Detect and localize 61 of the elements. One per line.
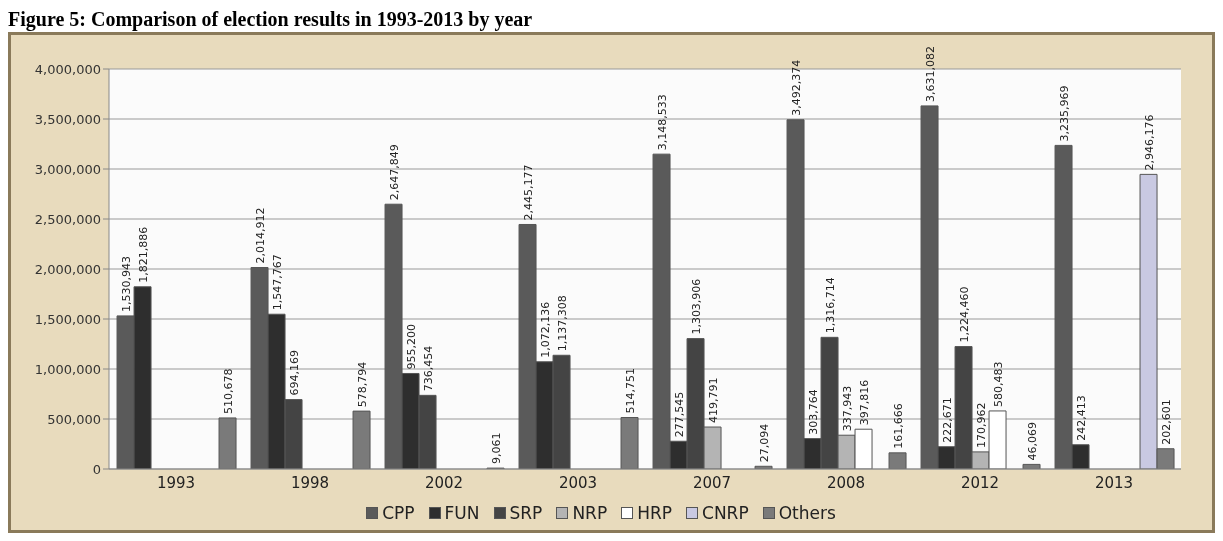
- x-tick-label: 2013: [1094, 473, 1134, 492]
- y-tick-label: 1,000,000: [34, 361, 101, 377]
- data-label: 580,483: [991, 361, 1005, 407]
- data-label: 397,816: [857, 379, 871, 426]
- data-label: 510,678: [221, 368, 235, 414]
- y-tick-label: 0: [92, 461, 101, 477]
- legend-label: CNRP: [702, 503, 749, 523]
- y-tick-label: 4,000,000: [34, 61, 101, 77]
- data-label: 1,072,136: [538, 301, 552, 358]
- x-tick-label: 2003: [558, 473, 598, 492]
- chart-title: Figure 5: Comparison of election results in 1993-2013 by year: [8, 8, 534, 32]
- data-label: 1,224,460: [957, 286, 971, 343]
- data-label: 202,601: [1159, 399, 1173, 445]
- data-label: 514,751: [623, 368, 637, 414]
- legend-label: Others: [778, 503, 836, 523]
- data-label: 161,666: [891, 403, 905, 449]
- y-tick-label: 1,500,000: [34, 311, 101, 327]
- data-label: 1,547,767: [270, 254, 284, 311]
- legend-label: FUN: [444, 503, 480, 523]
- legend-label: NRP: [572, 503, 608, 523]
- legend-label: CPP: [382, 503, 415, 523]
- data-label: 27,094: [757, 423, 771, 463]
- data-label: 1,316,714: [823, 277, 837, 334]
- data-label: 277,545: [672, 391, 686, 438]
- data-label: 2,946,176: [1142, 114, 1156, 171]
- data-label: 3,235,969: [1057, 85, 1071, 142]
- data-label: 9,061: [489, 432, 503, 465]
- data-label: 2,014,912: [253, 207, 267, 264]
- data-label: 1,530,943: [119, 255, 133, 312]
- data-label: 46,069: [1025, 421, 1039, 461]
- legend-label: SRP: [509, 503, 543, 523]
- data-label: 3,631,082: [923, 45, 937, 102]
- data-label: 694,169: [287, 350, 301, 396]
- x-tick-label: 2012: [960, 473, 1000, 492]
- data-label: 3,492,374: [789, 59, 803, 116]
- y-tick-label: 3,500,000: [34, 111, 101, 127]
- data-label: 1,303,906: [689, 278, 703, 335]
- x-tick-label: 2007: [692, 473, 732, 492]
- y-tick-label: 3,000,000: [34, 161, 101, 177]
- data-label: 419,791: [706, 377, 720, 424]
- data-label: 2,445,177: [521, 164, 535, 221]
- data-label: 303,764: [806, 389, 820, 435]
- data-label: 1,821,886: [136, 226, 150, 283]
- x-tick-label: 2002: [424, 473, 464, 492]
- data-label: 955,200: [404, 323, 418, 370]
- data-label: 578,794: [355, 361, 369, 408]
- x-tick-label: 1998: [290, 473, 330, 492]
- data-label: 222,671: [940, 397, 954, 443]
- legend-label: HRP: [637, 503, 673, 523]
- x-tick-label: 2008: [826, 473, 866, 492]
- data-label: 1,137,308: [555, 295, 569, 352]
- data-label: 337,943: [840, 385, 854, 432]
- data-label: 2,647,849: [387, 144, 401, 201]
- x-tick-label: 1993: [156, 473, 196, 492]
- y-tick-label: 500,000: [47, 411, 101, 427]
- y-tick-label: 2,500,000: [34, 211, 101, 227]
- data-label: 3,148,533: [655, 94, 669, 151]
- data-label: 242,413: [1074, 395, 1088, 441]
- y-tick-label: 2,000,000: [34, 261, 101, 277]
- data-label: 736,454: [421, 345, 435, 392]
- data-label: 170,962: [974, 402, 988, 448]
